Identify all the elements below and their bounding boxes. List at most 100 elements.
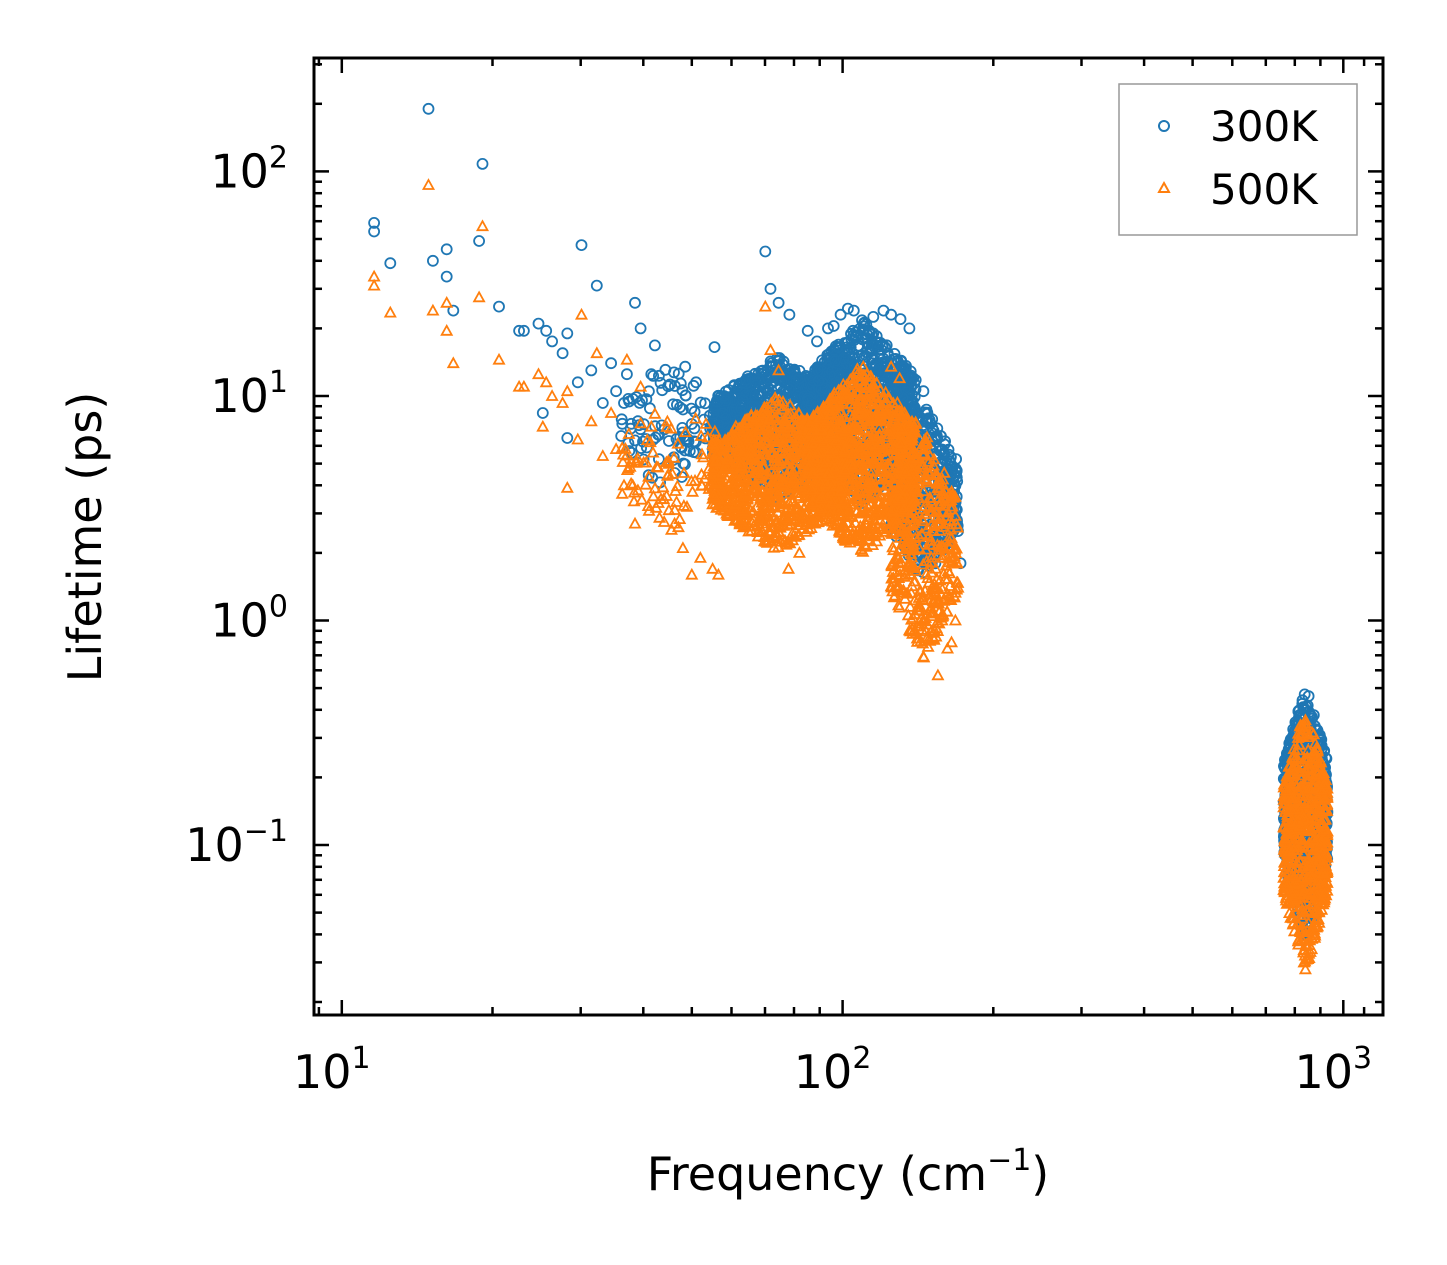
point-500k <box>731 513 745 525</box>
point-300k <box>903 322 916 335</box>
point-500k <box>768 458 782 471</box>
point-300k <box>907 372 920 385</box>
point-300k <box>518 324 530 337</box>
point-500k <box>707 488 721 501</box>
point-300k <box>384 257 397 270</box>
point-500k <box>720 471 734 484</box>
point-300k <box>885 308 897 321</box>
point-300k <box>656 384 669 397</box>
point-500k <box>763 412 777 425</box>
point-500k <box>757 534 772 547</box>
point-300k <box>860 350 873 363</box>
point-300k <box>867 340 880 353</box>
point-500k <box>793 431 807 444</box>
point-300k <box>663 435 675 447</box>
point-500k <box>762 428 776 441</box>
point-500k <box>756 407 770 419</box>
point-300k <box>840 343 853 356</box>
point-500k <box>626 478 640 491</box>
point-300k <box>789 368 802 381</box>
point-300k <box>917 385 930 398</box>
point-500k <box>756 436 770 449</box>
point-500k <box>733 514 747 527</box>
point-300k <box>634 322 647 335</box>
point-300k <box>946 460 959 473</box>
point-500k <box>665 467 679 479</box>
point-500k <box>751 485 765 498</box>
point-500k <box>769 393 783 406</box>
point-500k <box>747 482 761 495</box>
point-500k <box>729 455 743 468</box>
point-300k <box>801 324 814 337</box>
point-500k <box>740 492 755 505</box>
point-300k <box>476 157 489 170</box>
point-300k <box>850 331 863 344</box>
point-300k <box>730 383 743 396</box>
point-300k <box>658 423 671 436</box>
point-300k <box>590 279 603 292</box>
point-500k <box>788 418 802 430</box>
point-300k <box>819 382 831 395</box>
point-500k <box>709 476 723 489</box>
point-300k <box>685 402 698 415</box>
point-500k <box>667 450 681 463</box>
point-300k <box>921 407 934 420</box>
point-300k <box>793 372 806 385</box>
point-500k <box>627 494 641 507</box>
point-500k <box>741 452 755 465</box>
point-500k <box>719 437 733 450</box>
point-300k <box>536 407 549 419</box>
point-500k <box>760 400 774 413</box>
point-300k <box>718 390 730 402</box>
point-300k <box>816 354 828 367</box>
point-300k <box>827 320 840 332</box>
point-300k <box>720 412 732 425</box>
point-500k <box>677 499 691 511</box>
point-500k <box>792 501 806 514</box>
point-300k <box>735 402 748 415</box>
point-300k <box>669 380 681 392</box>
point-500k <box>673 512 687 524</box>
point-500k <box>734 458 748 471</box>
point-300k <box>847 304 860 317</box>
point-500k <box>757 442 771 455</box>
point-500k <box>751 525 765 537</box>
point-300k <box>571 376 584 389</box>
point-500k <box>643 435 657 448</box>
point-300k <box>679 360 692 373</box>
point-500k <box>781 407 795 420</box>
point-300k <box>662 380 674 393</box>
point-500k <box>740 438 754 450</box>
point-300k <box>908 377 921 390</box>
point-500k <box>761 467 776 480</box>
point-300k <box>615 413 628 426</box>
point-500k <box>662 456 676 469</box>
point-500k <box>616 455 630 467</box>
point-500k <box>642 469 656 482</box>
point-500k <box>646 445 660 458</box>
point-300k <box>927 424 940 437</box>
point-500k <box>736 449 750 461</box>
point-300k <box>756 364 769 377</box>
point-300k <box>422 102 435 115</box>
point-300k <box>1296 694 1309 707</box>
point-500k <box>660 414 674 427</box>
point-300k <box>649 339 661 352</box>
point-500k <box>784 493 798 506</box>
point-300k <box>708 341 721 354</box>
point-500k <box>722 508 736 520</box>
point-500k <box>772 432 786 444</box>
point-300k <box>368 216 381 229</box>
point-500k <box>763 526 777 539</box>
point-500k <box>651 460 665 473</box>
point-500k <box>670 479 684 492</box>
point-300k <box>493 300 505 313</box>
point-500k <box>656 480 670 493</box>
point-500k <box>785 451 799 463</box>
point-500k <box>678 425 693 438</box>
point-500k <box>646 489 660 502</box>
point-500k <box>660 489 674 501</box>
point-500k <box>615 486 629 499</box>
point-500k <box>766 500 780 513</box>
point-300k <box>850 326 862 338</box>
